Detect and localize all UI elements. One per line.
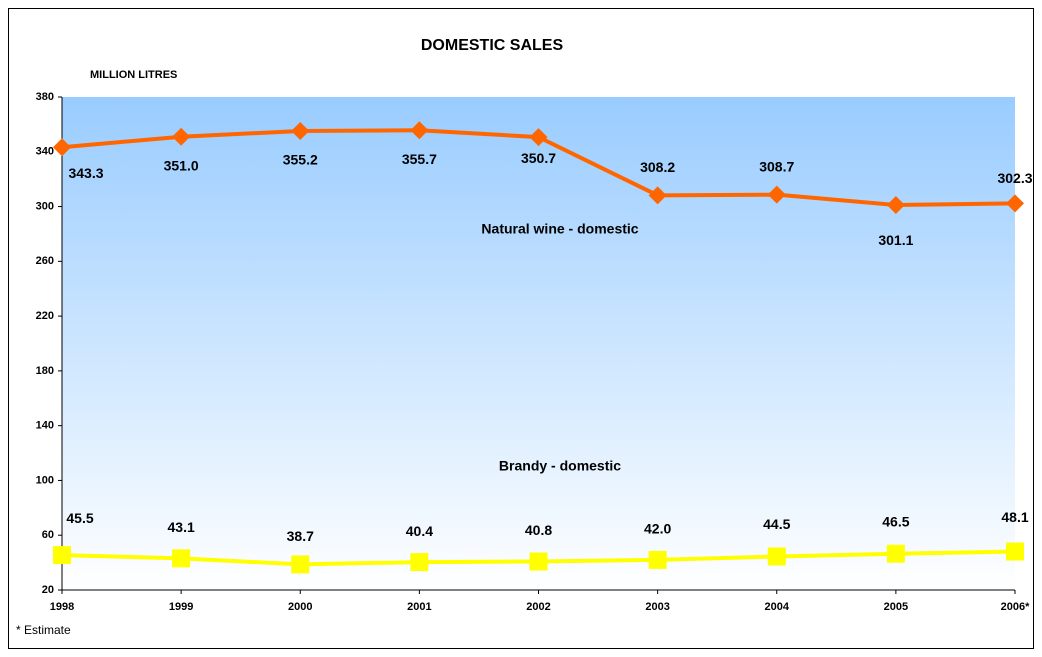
y-tick-label: 100 [36, 474, 54, 486]
data-label: 43.1 [168, 519, 195, 535]
chart-title: DOMESTIC SALES [421, 37, 564, 54]
marker [410, 121, 429, 140]
x-tick-label: 2003 [645, 601, 669, 613]
series-label: Natural wine - domestic [481, 221, 638, 237]
marker [529, 552, 548, 571]
marker [767, 547, 786, 566]
data-label: 355.2 [283, 152, 318, 168]
data-label: 40.8 [525, 522, 552, 538]
data-label: 308.7 [759, 158, 794, 174]
y-tick-label: 180 [36, 365, 54, 377]
data-label: 355.7 [402, 151, 437, 167]
series-label: Brandy - domestic [499, 458, 621, 474]
data-label: 301.1 [878, 232, 913, 248]
x-tick-label: 2002 [526, 601, 550, 613]
y-tick-label: 220 [36, 310, 54, 322]
marker [53, 138, 71, 157]
y-tick-label: 260 [36, 255, 54, 267]
plot-area [62, 97, 1015, 590]
data-label: 45.5 [66, 510, 93, 526]
data-label: 308.2 [640, 159, 675, 175]
x-tick-label: 1999 [169, 601, 193, 613]
x-tick-label: 1998 [50, 601, 74, 613]
marker [767, 185, 786, 204]
marker [53, 546, 71, 565]
marker [172, 127, 191, 146]
data-label: 343.3 [68, 165, 103, 181]
marker [1006, 194, 1024, 213]
marker [648, 186, 667, 205]
marker [172, 549, 191, 568]
marker [529, 128, 548, 147]
x-tick-label: 2005 [884, 601, 908, 613]
marker [886, 544, 905, 563]
data-label: 44.5 [763, 516, 790, 532]
marker [291, 121, 310, 140]
x-tick-label: 2004 [765, 601, 790, 613]
marker [886, 196, 905, 215]
footnote: * Estimate [16, 623, 71, 637]
data-label: 48.1 [1001, 509, 1028, 525]
data-label: 302.3 [997, 170, 1032, 186]
x-tick-label: 2001 [407, 601, 431, 613]
y-tick-label: 300 [36, 200, 54, 212]
marker [410, 553, 429, 572]
x-tick-label: 2006* [1001, 601, 1030, 613]
x-tick-label: 2000 [288, 601, 312, 613]
marker [1006, 542, 1024, 561]
marker [648, 550, 667, 569]
data-label: 40.4 [406, 523, 433, 539]
data-label: 351.0 [164, 157, 199, 173]
y-axis-label: MILLION LITRES [90, 69, 177, 81]
data-label: 38.7 [287, 528, 314, 544]
y-tick-label: 380 [36, 91, 54, 103]
y-tick-label: 60 [42, 529, 54, 541]
marker [291, 555, 310, 574]
y-tick-label: 140 [36, 420, 54, 432]
y-tick-label: 340 [36, 146, 54, 158]
data-label: 42.0 [644, 521, 671, 537]
data-label: 350.7 [521, 150, 556, 166]
y-tick-label: 20 [42, 584, 54, 596]
data-label: 46.5 [882, 513, 909, 529]
